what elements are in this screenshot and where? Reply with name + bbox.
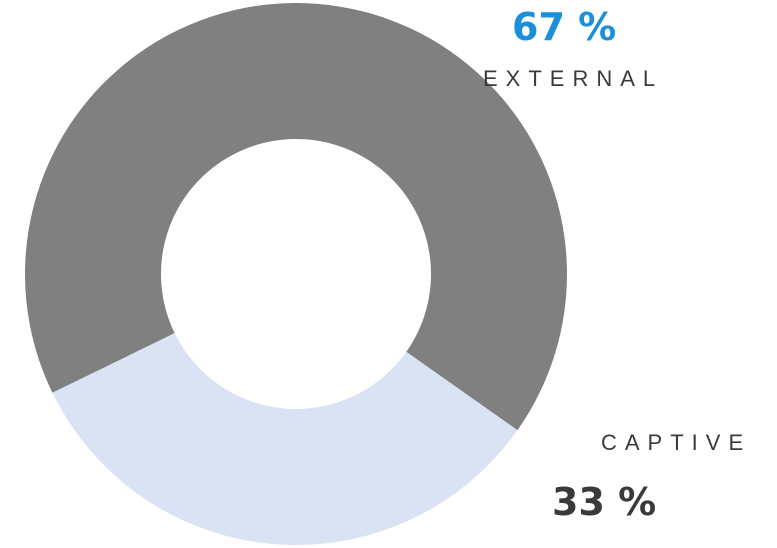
donut-slices [25, 3, 568, 545]
external-category-label: EXTERNAL [483, 66, 664, 91]
slice-captive [52, 333, 518, 545]
captive-percent-label: 33 % [552, 480, 657, 524]
captive-category-label: CAPTIVE [601, 430, 752, 455]
slice-external [25, 3, 568, 431]
external-percent-label: 67 % [512, 5, 617, 49]
